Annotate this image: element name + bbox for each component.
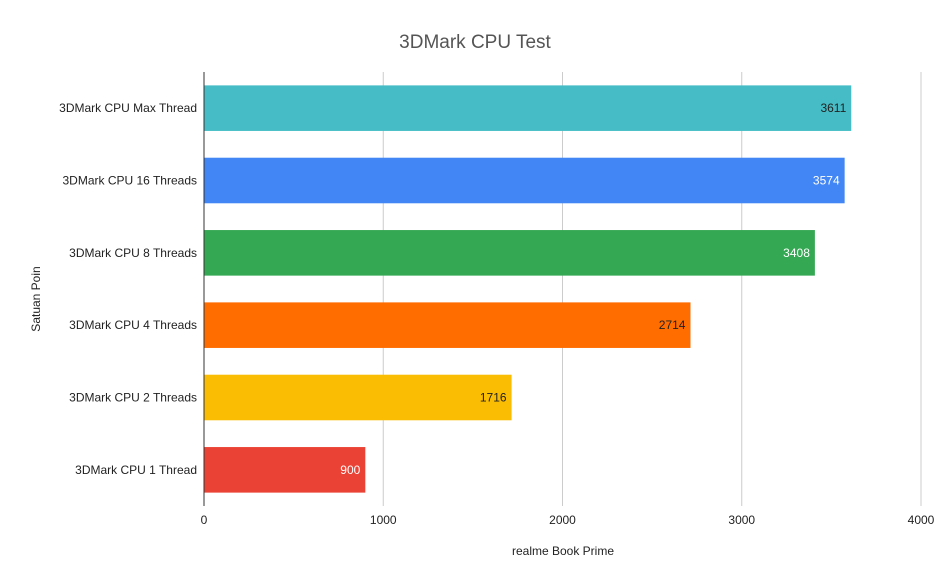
category-labels: 3DMark CPU Max Thread 3DMark CPU 16 Threa… — [59, 101, 197, 477]
x-tick-label: 4000 — [908, 513, 935, 527]
x-tick-label: 3000 — [728, 513, 755, 527]
bar — [204, 302, 691, 348]
category-label: 3DMark CPU Max Thread — [59, 101, 197, 115]
bar-value-label: 3574 — [813, 174, 840, 188]
category-label: 3DMark CPU 4 Threads — [69, 318, 197, 332]
bar-value-label: 3611 — [820, 101, 846, 115]
bar-value-label: 3408 — [783, 246, 810, 260]
x-tick-label: 2000 — [549, 513, 576, 527]
y-axis-title: Satuan Poin — [29, 266, 43, 331]
x-tick-labels: 0 1000 2000 3000 4000 — [201, 513, 935, 527]
bar — [204, 374, 512, 421]
bars: 3611 3574 3408 2714 1716 900 — [204, 85, 852, 493]
bar-value-label: 2714 — [659, 318, 686, 332]
category-label: 3DMark CPU 8 Threads — [69, 246, 197, 260]
grid-lines — [382, 72, 922, 506]
bar — [204, 230, 815, 276]
bar — [204, 157, 845, 204]
bar-value-label: 1716 — [480, 391, 507, 405]
x-tick-label: 0 — [201, 513, 208, 527]
category-label: 3DMark CPU 16 Threads — [63, 174, 198, 188]
bar — [204, 447, 366, 493]
category-label: 3DMark CPU 2 Threads — [69, 391, 197, 405]
bar — [204, 85, 852, 131]
x-tick-label: 1000 — [370, 513, 397, 527]
x-axis-title: realme Book Prime — [512, 544, 614, 558]
bar-value-label: 900 — [340, 463, 360, 477]
chart-title: 3DMark CPU Test — [399, 32, 551, 53]
category-label: 3DMark CPU 1 Thread — [75, 463, 197, 477]
